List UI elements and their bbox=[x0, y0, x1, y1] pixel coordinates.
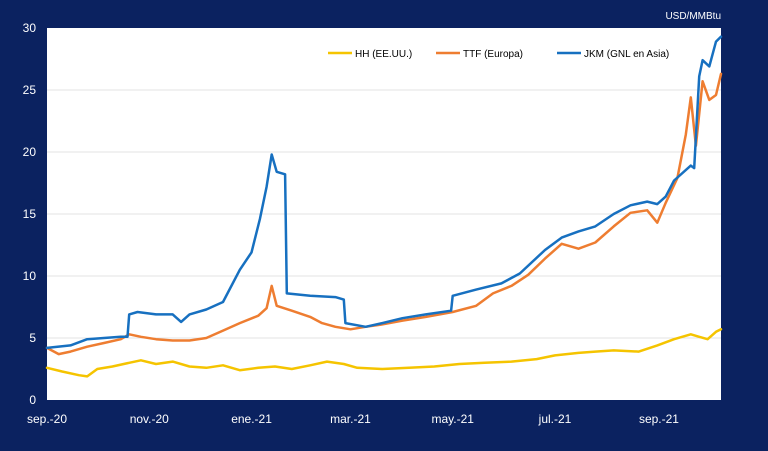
x-tick-label: sep.-21 bbox=[639, 412, 679, 426]
y-tick-label: 5 bbox=[29, 331, 36, 345]
x-tick-label: jul.-21 bbox=[538, 412, 572, 426]
series-lines bbox=[45, 35, 723, 378]
x-tick-label: nov.-20 bbox=[130, 412, 169, 426]
x-tick-label: ene.-21 bbox=[231, 412, 272, 426]
series-line-hh bbox=[45, 328, 723, 378]
x-axis-ticks: sep.-20 nov.-20 ene.-21 mar.-21 may.-21 jul.-… bbox=[27, 412, 679, 426]
legend-label-ttf: TTF (Europa) bbox=[463, 49, 523, 60]
y-tick-label: 10 bbox=[23, 269, 37, 283]
y-tick-label: 30 bbox=[23, 21, 37, 35]
gridlines bbox=[47, 89, 721, 339]
legend-label-jkm: JKM (GNL en Asia) bbox=[584, 49, 669, 60]
series-line-jkm bbox=[45, 35, 723, 350]
y-tick-label: 25 bbox=[23, 83, 37, 97]
legend-label-hh: HH (EE.UU.) bbox=[355, 49, 412, 60]
y-tick-label: 0 bbox=[29, 393, 36, 407]
y-tick-label: 20 bbox=[23, 145, 37, 159]
x-tick-label: may.-21 bbox=[432, 412, 475, 426]
x-tick-label: sep.-20 bbox=[27, 412, 67, 426]
unit-label: USD/MMBtu bbox=[665, 11, 721, 22]
legend: HH (EE.UU.) TTF (Europa) JKM (GNL en Asi… bbox=[328, 49, 669, 60]
y-tick-label: 15 bbox=[23, 207, 37, 221]
y-axis-ticks: 0 5 10 15 20 25 30 bbox=[23, 21, 37, 407]
x-tick-label: mar.-21 bbox=[330, 412, 371, 426]
series-line-ttf bbox=[45, 72, 723, 356]
